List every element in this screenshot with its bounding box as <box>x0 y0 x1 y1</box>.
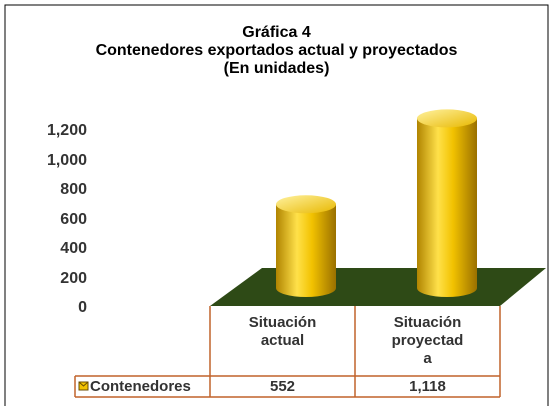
category-label: Situación proyectada <box>391 314 464 367</box>
legend-key-shade <box>78 381 89 387</box>
bar-top <box>276 195 336 214</box>
data-label: 1,118 <box>409 378 446 395</box>
y-tick-label: 400 <box>60 240 87 257</box>
y-tick-label: 1,000 <box>46 151 87 169</box>
bar <box>276 204 336 297</box>
y-tick-label: 800 <box>60 181 87 198</box>
y-tick-label: 200 <box>60 269 87 287</box>
data-label: 552 <box>269 378 296 395</box>
chart-title: Gráfica 4 Contenedores exportados actual … <box>0 24 553 78</box>
title-line: Gráfica 4 <box>242 24 311 41</box>
floor <box>210 268 546 306</box>
category-label: Situación actual <box>248 314 317 349</box>
legend-label: Contenedores <box>90 378 191 395</box>
title-line: Contenedores exportados actual y proyect… <box>95 42 458 59</box>
y-tick-label: 0 <box>78 299 87 316</box>
title-line: (En unidades) <box>223 60 330 77</box>
y-tick-label: 600 <box>60 210 87 228</box>
chart-border <box>4 4 549 406</box>
bar <box>417 118 477 297</box>
y-tick-label: 1,200 <box>46 122 87 139</box>
bar-top <box>417 109 477 128</box>
